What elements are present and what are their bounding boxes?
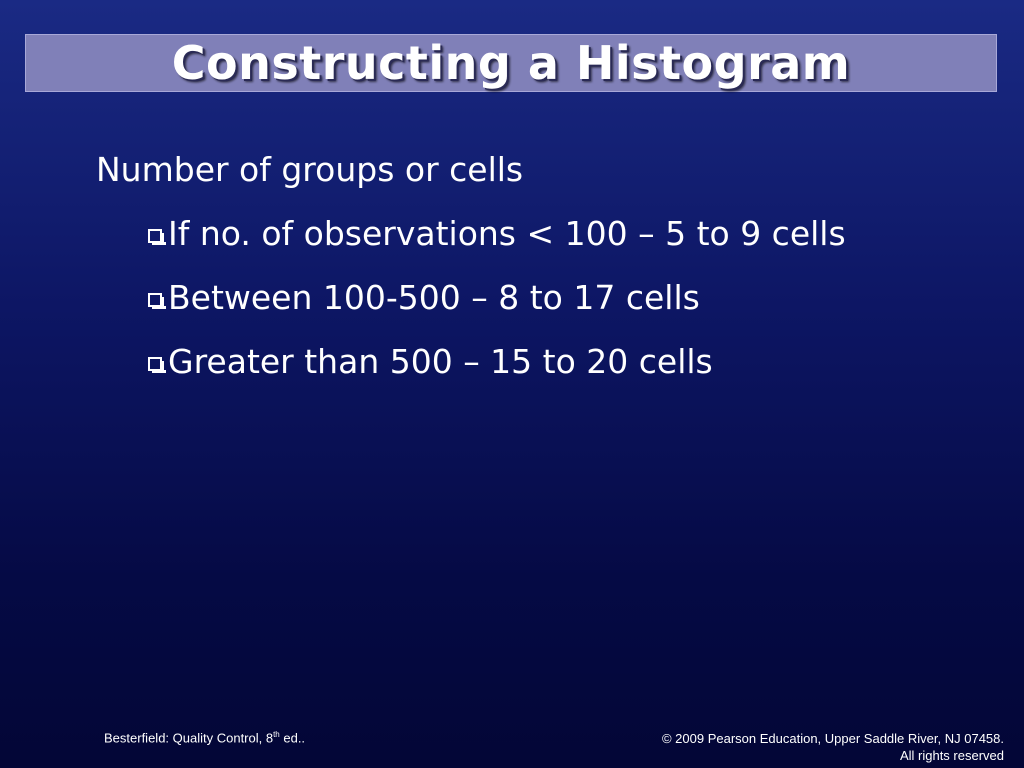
bullet-item: Greater than 500 – 15 to 20 cells <box>148 342 996 382</box>
footer-citation: Besterfield: Quality Control, 8th ed.. <box>104 730 305 745</box>
bullet-text: Between 100-500 – 8 to 17 cells <box>168 278 700 317</box>
checkbox-square-icon <box>148 357 166 373</box>
bullet-text: Greater than 500 – 15 to 20 cells <box>168 342 713 381</box>
checkbox-square-icon <box>148 293 166 309</box>
bullet-item: Between 100-500 – 8 to 17 cells <box>148 278 996 318</box>
bullet-item: If no. of observations < 100 – 5 to 9 ce… <box>148 214 996 254</box>
bullet-list: If no. of observations < 100 – 5 to 9 ce… <box>96 214 996 382</box>
lead-text: Number of groups or cells <box>96 150 524 189</box>
title-bar: Constructing a Histogram <box>25 34 997 92</box>
rights-line: All rights reserved <box>899 748 1004 763</box>
checkbox-square-icon <box>148 229 166 245</box>
footer-citation-text: Besterfield: Quality Control, 8 <box>104 730 274 746</box>
bullet-text: If no. of observations < 100 – 5 to 9 ce… <box>168 214 846 253</box>
footer-copyright: © 2009 Pearson Education, Upper Saddle R… <box>662 730 1004 764</box>
footer-citation-suffix: ed.. <box>279 730 306 746</box>
slide-content: Number of groups or cells If no. of obse… <box>96 150 996 406</box>
footer-citation-sup: th <box>273 730 280 739</box>
copyright-line: © 2009 Pearson Education, Upper Saddle R… <box>661 731 1004 746</box>
slide-title: Constructing a Histogram <box>171 36 851 90</box>
